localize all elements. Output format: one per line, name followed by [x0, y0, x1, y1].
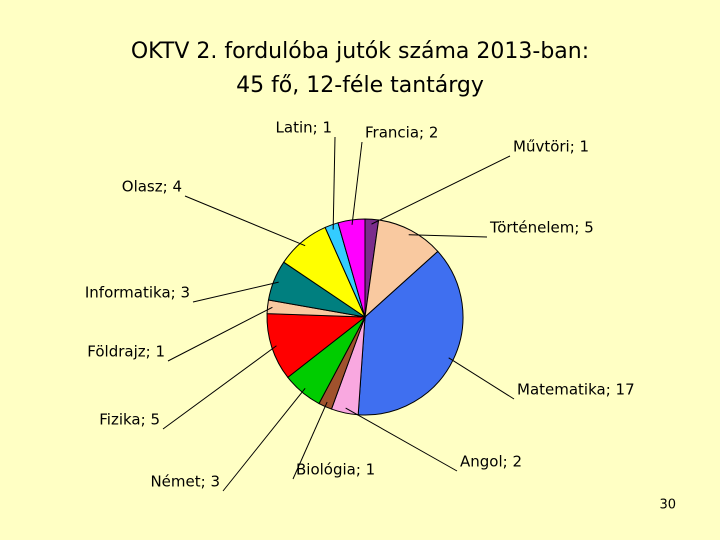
data-label: Latin; 1 — [276, 119, 332, 137]
chart-title: OKTV 2. fordulóba jutók száma 2013-ban: — [131, 39, 589, 64]
data-label: Francia; 2 — [365, 124, 438, 142]
data-label: Művtöri; 1 — [513, 138, 589, 156]
leader-line — [192, 281, 279, 303]
leader-line — [345, 407, 458, 472]
data-label: Olasz; 4 — [122, 178, 182, 196]
leader-line — [162, 345, 277, 430]
page-number: 30 — [659, 498, 676, 513]
leader-line — [222, 388, 306, 492]
leader-line — [292, 401, 328, 480]
data-label: Matematika; 17 — [517, 381, 635, 399]
leader-line — [167, 306, 273, 362]
leader-line — [448, 357, 515, 400]
leader-line — [332, 136, 336, 230]
pie-slice — [357, 250, 464, 416]
pie-slice — [337, 218, 366, 318]
data-label: Informatika; 3 — [85, 284, 190, 302]
data-label: Angol; 2 — [460, 453, 522, 471]
pie-slice — [364, 219, 439, 319]
leader-line — [408, 234, 488, 238]
data-label: Történelem; 5 — [489, 219, 594, 237]
data-label: Német; 3 — [150, 473, 220, 491]
data-label: Fizika; 5 — [99, 411, 160, 429]
pie-slice — [266, 313, 367, 379]
leader-line — [351, 141, 363, 225]
data-label: Biológia; 1 — [296, 461, 375, 479]
leader-line — [184, 195, 306, 247]
leader-line — [371, 155, 511, 225]
data-label: Földrajz; 1 — [87, 343, 165, 361]
chart-title: 45 fő, 12-féle tantárgy — [236, 73, 484, 98]
